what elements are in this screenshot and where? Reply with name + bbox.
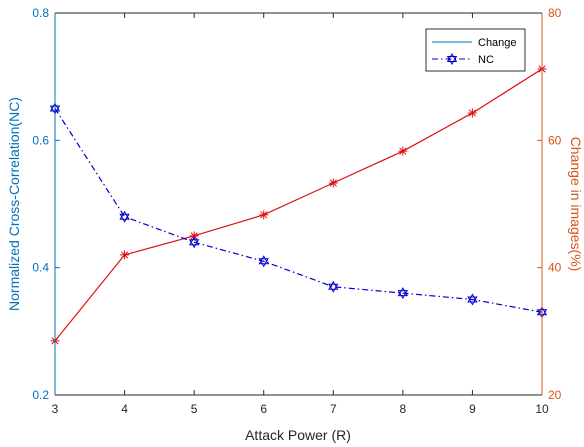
change-series-point [189, 231, 199, 241]
legend-marker-nc-shape [446, 52, 458, 62]
x-tick-label: 3 [52, 402, 59, 416]
left-y-axis-ticks: 0.2 0.4 0.6 0.8 [32, 6, 60, 402]
right-y-tick-label: 80 [548, 6, 562, 20]
left-y-axis-label: Normalized Cross-Correlation(NC) [6, 97, 22, 311]
change-series-point [328, 178, 338, 188]
nc-series-point [258, 255, 269, 265]
legend-box [425, 28, 526, 72]
nc-series-point [397, 290, 409, 300]
change-series-point [259, 210, 269, 220]
nc-series-point [328, 283, 339, 293]
series-layer [49, 64, 548, 346]
legend: Change NC [425, 28, 526, 72]
nc-series-point [397, 287, 409, 297]
x-tick-label: 6 [260, 402, 267, 416]
nc-series-point [258, 258, 269, 268]
right-y-axis-ticks: 20 40 60 80 [537, 6, 562, 402]
legend-marker-nc [446, 52, 458, 66]
nc-series-point [119, 213, 130, 223]
change-series-point [467, 108, 477, 118]
legend-marker-nc-shape [446, 56, 458, 66]
x-tick-label: 8 [400, 402, 407, 416]
nc-series-point [467, 296, 478, 306]
nc-series-point [188, 236, 200, 246]
right-y-tick-label: 20 [548, 388, 562, 402]
x-axis-label: Attack Power (R) [245, 427, 351, 443]
x-tick-label: 9 [469, 402, 476, 416]
plot-area [55, 13, 542, 395]
right-y-axis-label: Change in images(%) [568, 137, 584, 272]
left-y-tick-label: 0.6 [32, 133, 49, 147]
nc-series [49, 102, 548, 319]
right-y-tick-label: 40 [548, 261, 562, 275]
right-y-tick-label: 60 [548, 133, 562, 147]
nc-series-line [54, 108, 543, 313]
x-tick-label: 10 [535, 402, 549, 416]
left-y-tick-label: 0.2 [32, 388, 49, 402]
x-tick-label: 4 [121, 402, 128, 416]
nc-series-point [467, 293, 478, 303]
change-series-point [398, 146, 408, 156]
left-y-tick-label: 0.8 [32, 6, 49, 20]
nc-series-point [328, 280, 339, 290]
left-y-tick-label: 0.4 [32, 261, 49, 275]
x-axis-ticks: 3 4 5 6 7 8 9 10 [52, 13, 549, 416]
legend-label-change: Change [478, 37, 517, 49]
x-tick-label: 5 [191, 402, 198, 416]
nc-series-point [119, 210, 130, 220]
x-tick-label: 7 [330, 402, 337, 416]
change-series-line [54, 68, 543, 342]
change-series-point [120, 250, 130, 260]
nc-series-point [188, 239, 200, 249]
legend-label-nc: NC [478, 54, 494, 66]
